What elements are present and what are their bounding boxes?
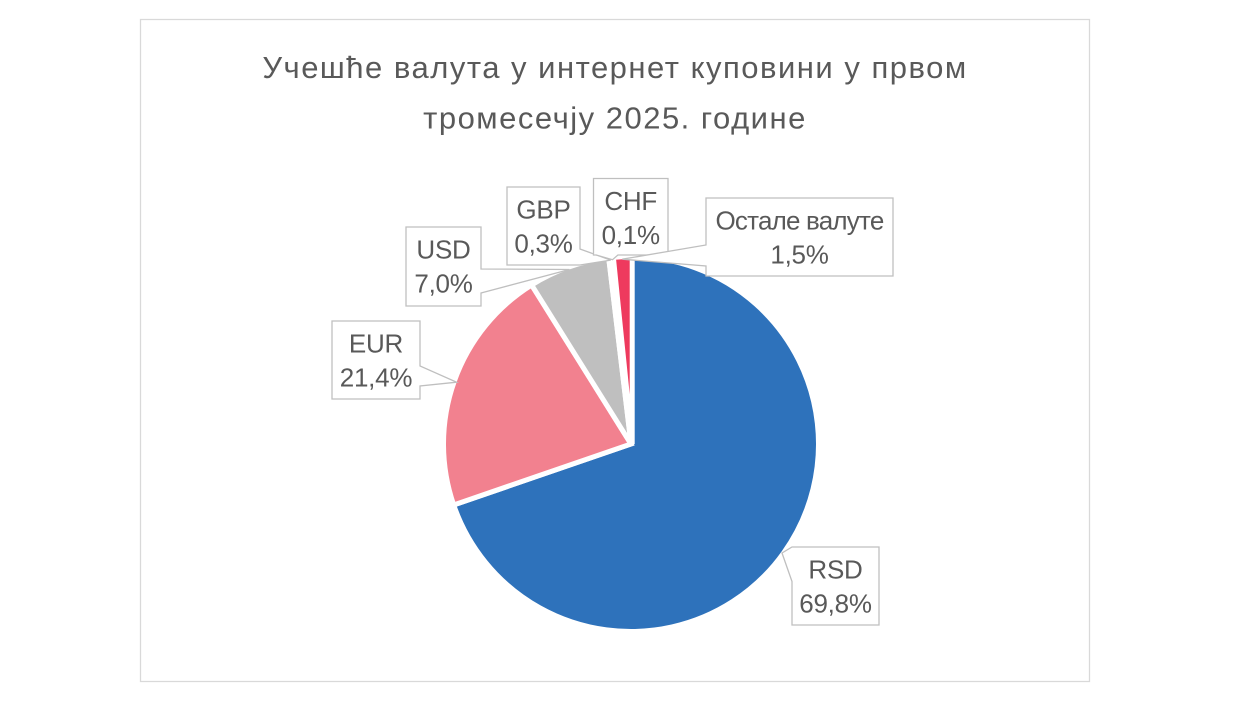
svg-text:21,4%: 21,4% [340,363,413,393]
svg-text:тромесечју 2025. године: тромесечју 2025. године [423,101,807,136]
svg-text:EUR: EUR [349,329,403,359]
svg-text:CHF: CHF [604,186,657,216]
svg-text:0,1%: 0,1% [602,220,660,250]
svg-text:69,8%: 69,8% [799,589,872,619]
svg-text:7,0%: 7,0% [414,269,472,299]
svg-text:RSD: RSD [808,555,862,585]
svg-text:1,5%: 1,5% [770,240,828,270]
svg-text:0,3%: 0,3% [514,229,572,259]
svg-text:Остале валуте: Остале валуте [716,206,884,236]
svg-text:GBP: GBP [516,195,570,225]
svg-text:Учешће валута у интернет купов: Учешће валута у интернет куповини у прво… [262,50,967,85]
svg-text:USD: USD [416,235,470,265]
